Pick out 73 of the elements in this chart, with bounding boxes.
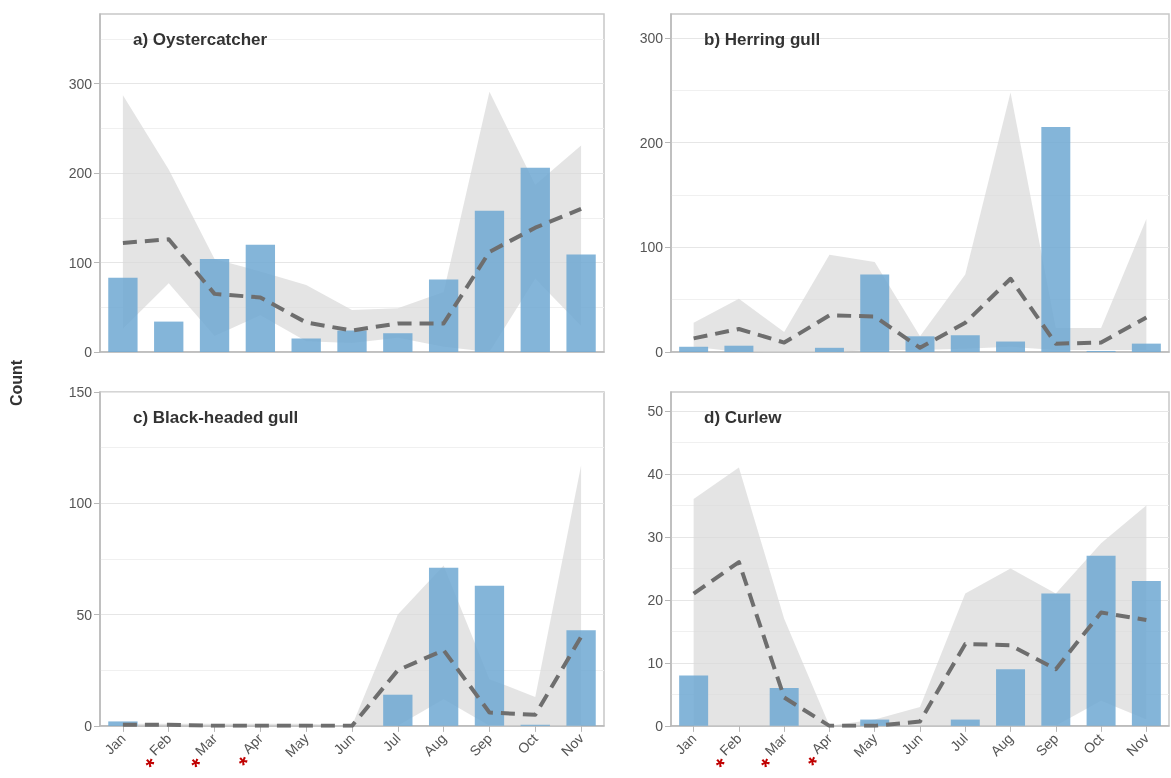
x-tick-label: Jul bbox=[946, 730, 971, 755]
y-tick-label: 150 bbox=[68, 384, 93, 400]
y-tick-label: 0 bbox=[655, 717, 664, 734]
x-tick-label: Nov bbox=[1123, 730, 1153, 760]
x-tick-label: Aug bbox=[420, 730, 450, 760]
bar bbox=[950, 719, 980, 726]
y-tick-label: 0 bbox=[84, 344, 93, 360]
x-tick-label: May bbox=[850, 730, 881, 761]
y-tick-label: 300 bbox=[639, 30, 664, 47]
x-tick-label: May bbox=[281, 730, 312, 761]
bar bbox=[245, 244, 276, 352]
bar bbox=[724, 345, 754, 352]
bar bbox=[428, 567, 459, 726]
bar bbox=[428, 279, 459, 352]
line-series bbox=[120, 206, 584, 333]
x-tick-label: Jun bbox=[330, 730, 358, 758]
text: c) Black-headed gull bbox=[133, 408, 299, 427]
y-tick-label: 50 bbox=[647, 402, 664, 419]
bar bbox=[474, 585, 505, 726]
bar bbox=[1041, 593, 1071, 726]
x-tick-label: Jul bbox=[379, 730, 404, 755]
bar bbox=[860, 274, 890, 352]
y-tick-label: 50 bbox=[76, 606, 93, 623]
bar bbox=[769, 688, 799, 726]
bar bbox=[520, 167, 550, 352]
x-tick-label: Oct bbox=[514, 730, 541, 757]
bar bbox=[199, 259, 230, 352]
x-tick-label: Nov bbox=[557, 730, 587, 760]
bar bbox=[291, 338, 321, 352]
x-tick-label: Oct bbox=[1080, 730, 1107, 757]
text: d) Curlew bbox=[704, 408, 783, 427]
line-series bbox=[120, 634, 584, 728]
bar bbox=[337, 330, 367, 352]
bar bbox=[679, 346, 709, 352]
bar bbox=[996, 341, 1026, 352]
y-tick-label: 40 bbox=[647, 465, 664, 482]
x-tick-label: Sep bbox=[1032, 730, 1062, 760]
x-tick-label: Jun bbox=[898, 730, 926, 758]
x-tick-label: Jan bbox=[672, 730, 700, 758]
bar bbox=[1131, 580, 1161, 726]
y-tick-label: 0 bbox=[655, 344, 664, 360]
y-tick-label: 30 bbox=[647, 528, 664, 545]
x-tick-label: Jan bbox=[101, 730, 129, 758]
bar bbox=[1086, 555, 1116, 726]
y-tick-label: 100 bbox=[68, 495, 93, 512]
x-tick-label: Aug bbox=[987, 730, 1017, 760]
bar bbox=[383, 333, 413, 352]
y-tick-label: 200 bbox=[639, 134, 664, 151]
bar bbox=[814, 347, 844, 352]
line-series bbox=[691, 276, 1149, 350]
bar bbox=[1131, 343, 1161, 352]
y-axis-title: Count bbox=[8, 359, 26, 406]
y-tick-label: 100 bbox=[639, 239, 664, 256]
bar bbox=[474, 210, 505, 352]
bar bbox=[679, 675, 709, 726]
text: b) Herring gull bbox=[704, 30, 821, 49]
bar bbox=[566, 254, 596, 352]
y-tick-label: 100 bbox=[68, 254, 93, 271]
bar bbox=[996, 669, 1026, 726]
text: a) Oystercatcher bbox=[133, 30, 268, 49]
bar bbox=[950, 335, 980, 352]
bar bbox=[383, 694, 413, 726]
bar bbox=[1041, 127, 1071, 352]
bar bbox=[108, 277, 138, 352]
y-tick-label: 300 bbox=[68, 75, 93, 92]
bar bbox=[154, 321, 184, 352]
y-tick-label: 0 bbox=[84, 717, 93, 734]
y-tick-label: 10 bbox=[647, 654, 664, 671]
y-tick-label: 200 bbox=[68, 165, 93, 182]
line-series bbox=[691, 560, 1149, 728]
y-tick-label: 20 bbox=[647, 591, 664, 608]
bar bbox=[566, 630, 596, 726]
x-tick-label: Sep bbox=[466, 730, 496, 760]
